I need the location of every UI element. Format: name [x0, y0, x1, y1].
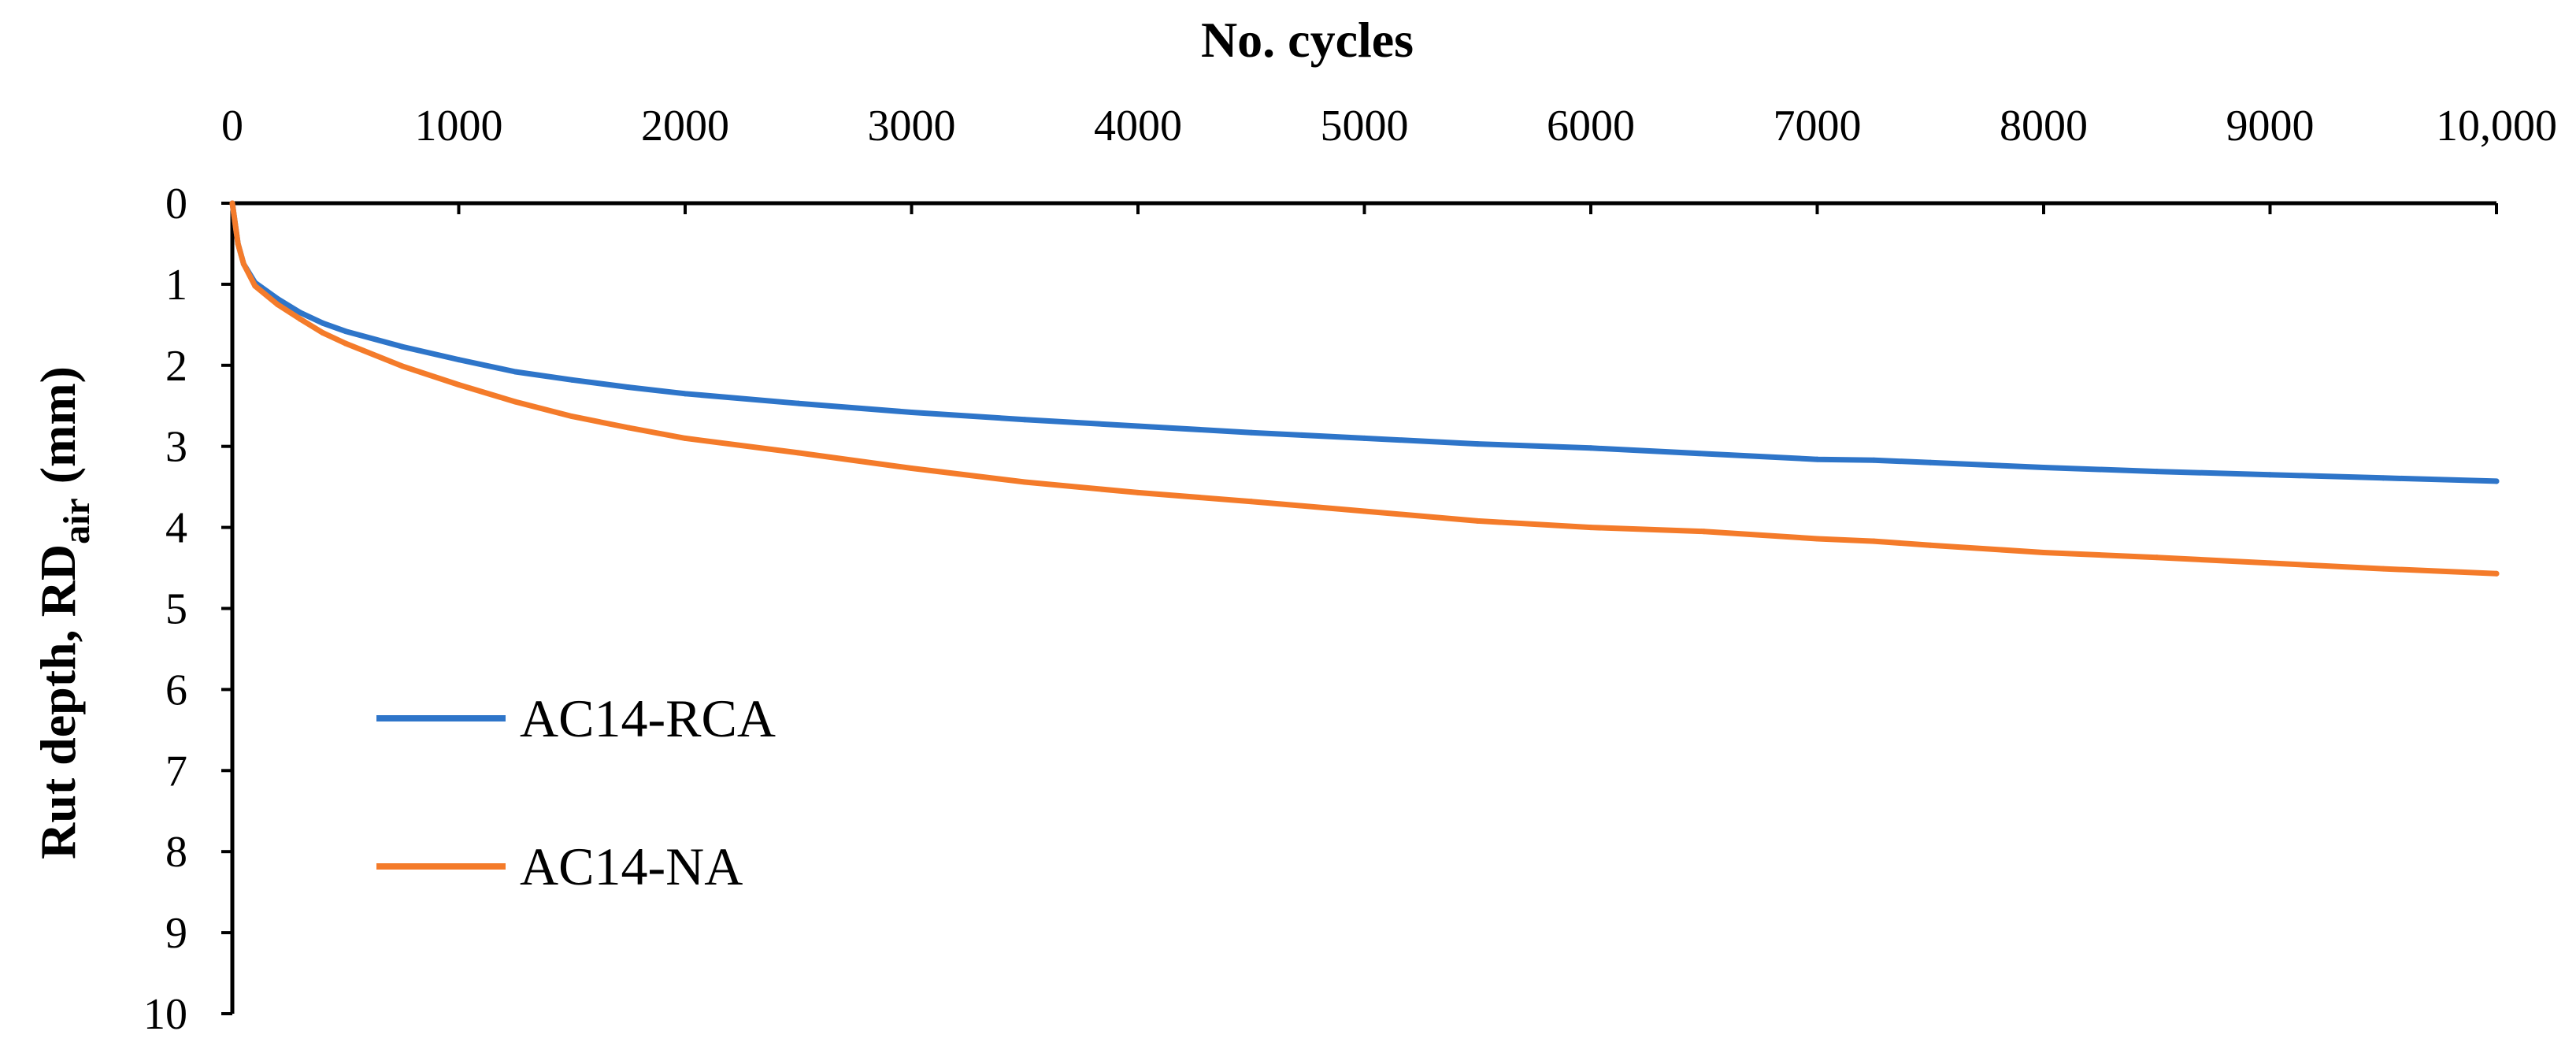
data-point: [235, 240, 241, 247]
data-point: [909, 465, 914, 471]
data-point: [297, 310, 303, 316]
x-axis-title: No. cycles: [1201, 12, 1414, 68]
x-tick-label: 10,000: [2436, 102, 2557, 150]
data-point: [1927, 459, 1933, 466]
data-point: [1474, 517, 1481, 524]
data-point: [1870, 457, 1877, 463]
data-point: [569, 376, 575, 383]
y-tick-label: 9: [165, 909, 187, 958]
data-point: [1870, 538, 1877, 544]
y-tick-label: 7: [165, 747, 187, 796]
y-axis: [221, 202, 235, 1015]
data-point: [2154, 555, 2160, 561]
data-point: [1362, 435, 1367, 441]
data-point: [320, 330, 326, 336]
x-tick-label: 0: [221, 102, 243, 150]
x-tick-label: 7000: [1774, 102, 1862, 150]
data-point: [2380, 475, 2386, 481]
data-point: [2267, 560, 2273, 566]
y-tick-label: 5: [165, 585, 187, 634]
data-point: [240, 261, 246, 267]
legend-label: AC14-RCA: [520, 688, 776, 748]
data-point: [1701, 451, 1707, 457]
data-point: [2040, 549, 2047, 555]
data-point: [2040, 464, 2047, 470]
x-tick-label: 1000: [415, 102, 503, 150]
data-point: [252, 283, 258, 289]
y-tick-label: 6: [165, 666, 187, 714]
series-lines: [229, 200, 2500, 577]
data-point: [2493, 478, 2500, 484]
data-point: [625, 425, 632, 431]
data-point: [1474, 441, 1481, 447]
x-tick-label: 6000: [1547, 102, 1635, 150]
data-point: [512, 369, 518, 375]
data-point: [1021, 417, 1028, 423]
data-point: [909, 409, 914, 415]
y-tick-label: 0: [165, 180, 187, 228]
legend-label: AC14-NA: [520, 836, 743, 896]
y-axis-title-unit: (mm): [30, 366, 86, 484]
data-point: [1814, 536, 1820, 542]
x-axis: [231, 201, 2498, 214]
data-point: [682, 435, 688, 441]
data-point: [625, 384, 632, 391]
data-point: [229, 200, 235, 206]
data-point: [1248, 429, 1255, 436]
y-tick-label: 4: [165, 504, 187, 553]
data-point: [1814, 456, 1820, 462]
x-tick-labels: 0 1000 2000 3000 4000 5000 6000 7000 8000 9000 10,…: [221, 102, 2557, 150]
data-point: [343, 328, 349, 335]
data-point: [1135, 489, 1141, 495]
data-point: [2380, 566, 2386, 572]
y-axis-title-subscript: air: [56, 498, 98, 544]
data-point: [569, 414, 575, 420]
y-tick-label: 2: [165, 342, 187, 391]
data-point: [512, 399, 518, 405]
data-point: [1362, 508, 1367, 514]
y-tick-labels: 0 1 2 3 4 5 6 7 8 9 10: [143, 180, 187, 1039]
data-point: [2154, 469, 2160, 475]
y-tick-label: 8: [165, 828, 187, 877]
data-point: [2267, 472, 2273, 478]
legend-item-ac14-na: AC14-NA: [376, 836, 743, 896]
data-point: [399, 363, 406, 369]
data-point: [795, 450, 802, 456]
x-tick-label: 5000: [1321, 102, 1409, 150]
data-point: [320, 320, 326, 326]
y-tick-label: 1: [165, 261, 187, 310]
data-point: [1927, 542, 1933, 548]
data-point: [682, 391, 688, 397]
y-tick-label: 3: [165, 423, 187, 472]
y-axis-title: Rut depth, RDair (mm): [30, 366, 98, 859]
legend-item-ac14-rca: AC14-RCA: [376, 688, 776, 748]
x-tick-label: 9000: [2226, 102, 2315, 150]
x-tick-label: 4000: [1094, 102, 1182, 150]
data-point: [1701, 529, 1707, 535]
data-point: [1588, 525, 1594, 531]
data-point: [456, 357, 461, 363]
y-axis-title-main: Rut depth, RD: [30, 544, 86, 859]
legend: AC14-RCA AC14-NA: [376, 688, 776, 896]
y-tick-label: 10: [143, 990, 187, 1039]
data-point: [399, 343, 406, 350]
data-point: [1021, 479, 1028, 485]
data-point: [1135, 423, 1141, 429]
data-point: [1588, 445, 1594, 451]
data-point: [343, 340, 349, 347]
series-ac14-rca: [229, 200, 2500, 484]
data-point: [275, 302, 280, 308]
series-ac14-na: [229, 200, 2500, 577]
x-tick-label: 8000: [2000, 102, 2088, 150]
x-tick-label: 3000: [868, 102, 956, 150]
series-line: [229, 200, 2500, 577]
data-point: [1248, 499, 1255, 505]
x-tick-label: 2000: [641, 102, 729, 150]
data-point: [297, 316, 303, 322]
data-point: [795, 400, 802, 406]
data-point: [2493, 570, 2500, 577]
data-point: [456, 381, 461, 388]
